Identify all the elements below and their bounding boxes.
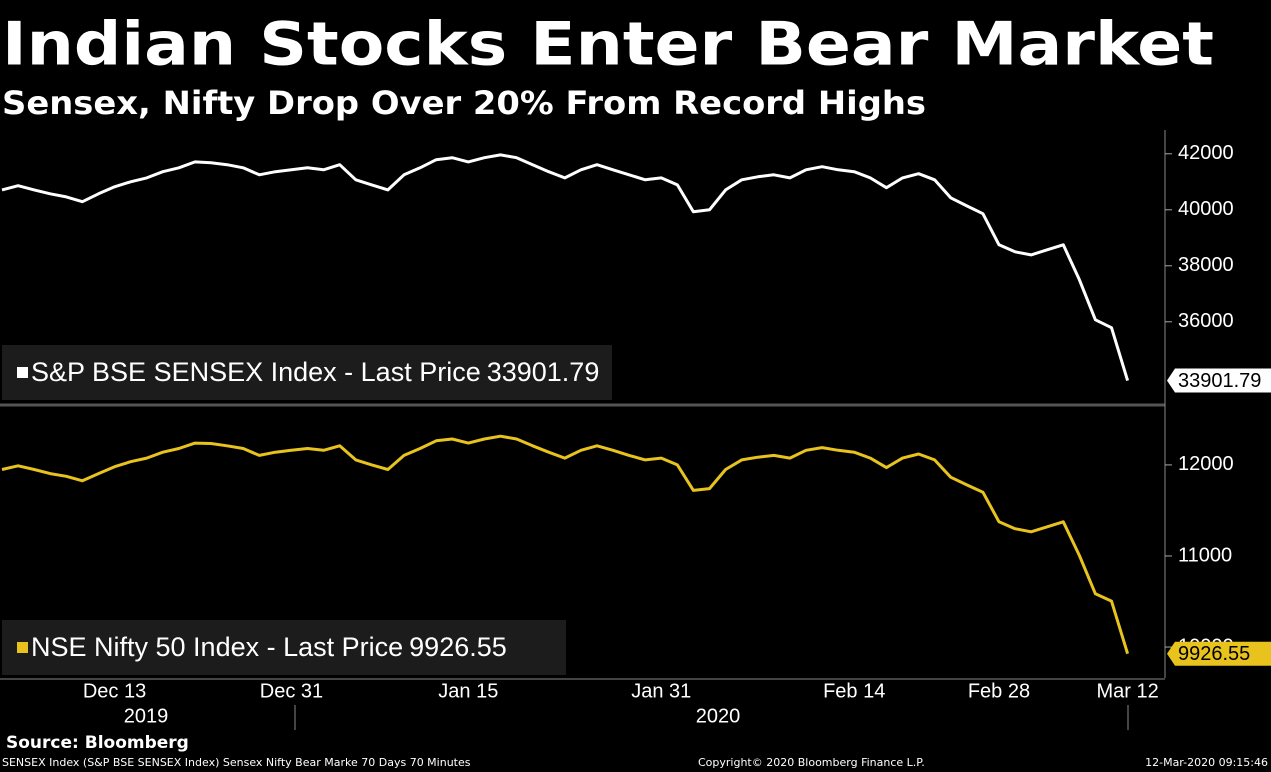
x-tick-label: Feb 28: [968, 680, 1030, 702]
x-tick-label: Jan 15: [438, 680, 498, 702]
x-tick-label: Jan 31: [631, 680, 691, 702]
series-line: [1, 434, 1130, 655]
footer-center: Copyright© 2020 Bloomberg Finance L.P.: [698, 756, 925, 769]
legend-last-value: 33901.79: [487, 357, 600, 387]
y-tick-label: 40000: [1178, 198, 1234, 220]
last-value-tag-label: 9926.55: [1178, 643, 1250, 665]
chart-subtitle: Sensex, Nifty Drop Over 20% From Record …: [2, 84, 926, 122]
y-tick-label: 42000: [1178, 142, 1234, 164]
last-value-tag: [1167, 641, 1271, 666]
y-tick-label: 36000: [1178, 310, 1234, 332]
source: Source: Bloomberg: [6, 733, 189, 753]
last-value-tag-label: 33901.79: [1178, 370, 1261, 392]
legend-label: NSE Nifty 50 Index - Last Price: [31, 632, 403, 662]
last-value-tag: [1167, 368, 1271, 393]
x-tick-label: Dec 31: [260, 680, 323, 702]
year-label: 2020: [696, 705, 741, 727]
y-tick-label: 38000: [1178, 254, 1234, 276]
footer-right: 12-Mar-2020 09:15:46: [1145, 756, 1268, 769]
x-tick-label: Feb 14: [823, 680, 885, 702]
y-tick-label: 11000: [1178, 544, 1232, 566]
x-tick-label: Mar 12: [1096, 680, 1158, 702]
series-line: [1, 153, 1130, 381]
legend-box: [2, 345, 612, 400]
footer-left: SENSEX Index (S&P BSE SENSEX Index) Sens…: [2, 756, 471, 769]
y-tick-label: 12000: [1178, 453, 1234, 475]
year-label: 2019: [124, 705, 169, 727]
legend-last-value: 9926.55: [409, 632, 507, 662]
legend-box: [2, 620, 566, 675]
chart-title: Indian Stocks Enter Bear Market: [2, 10, 1214, 80]
x-tick-label: Dec 13: [83, 680, 146, 702]
legend-label: S&P BSE SENSEX Index - Last Price: [31, 357, 481, 387]
legend-swatch: [17, 642, 28, 653]
legend-swatch: [17, 367, 28, 378]
